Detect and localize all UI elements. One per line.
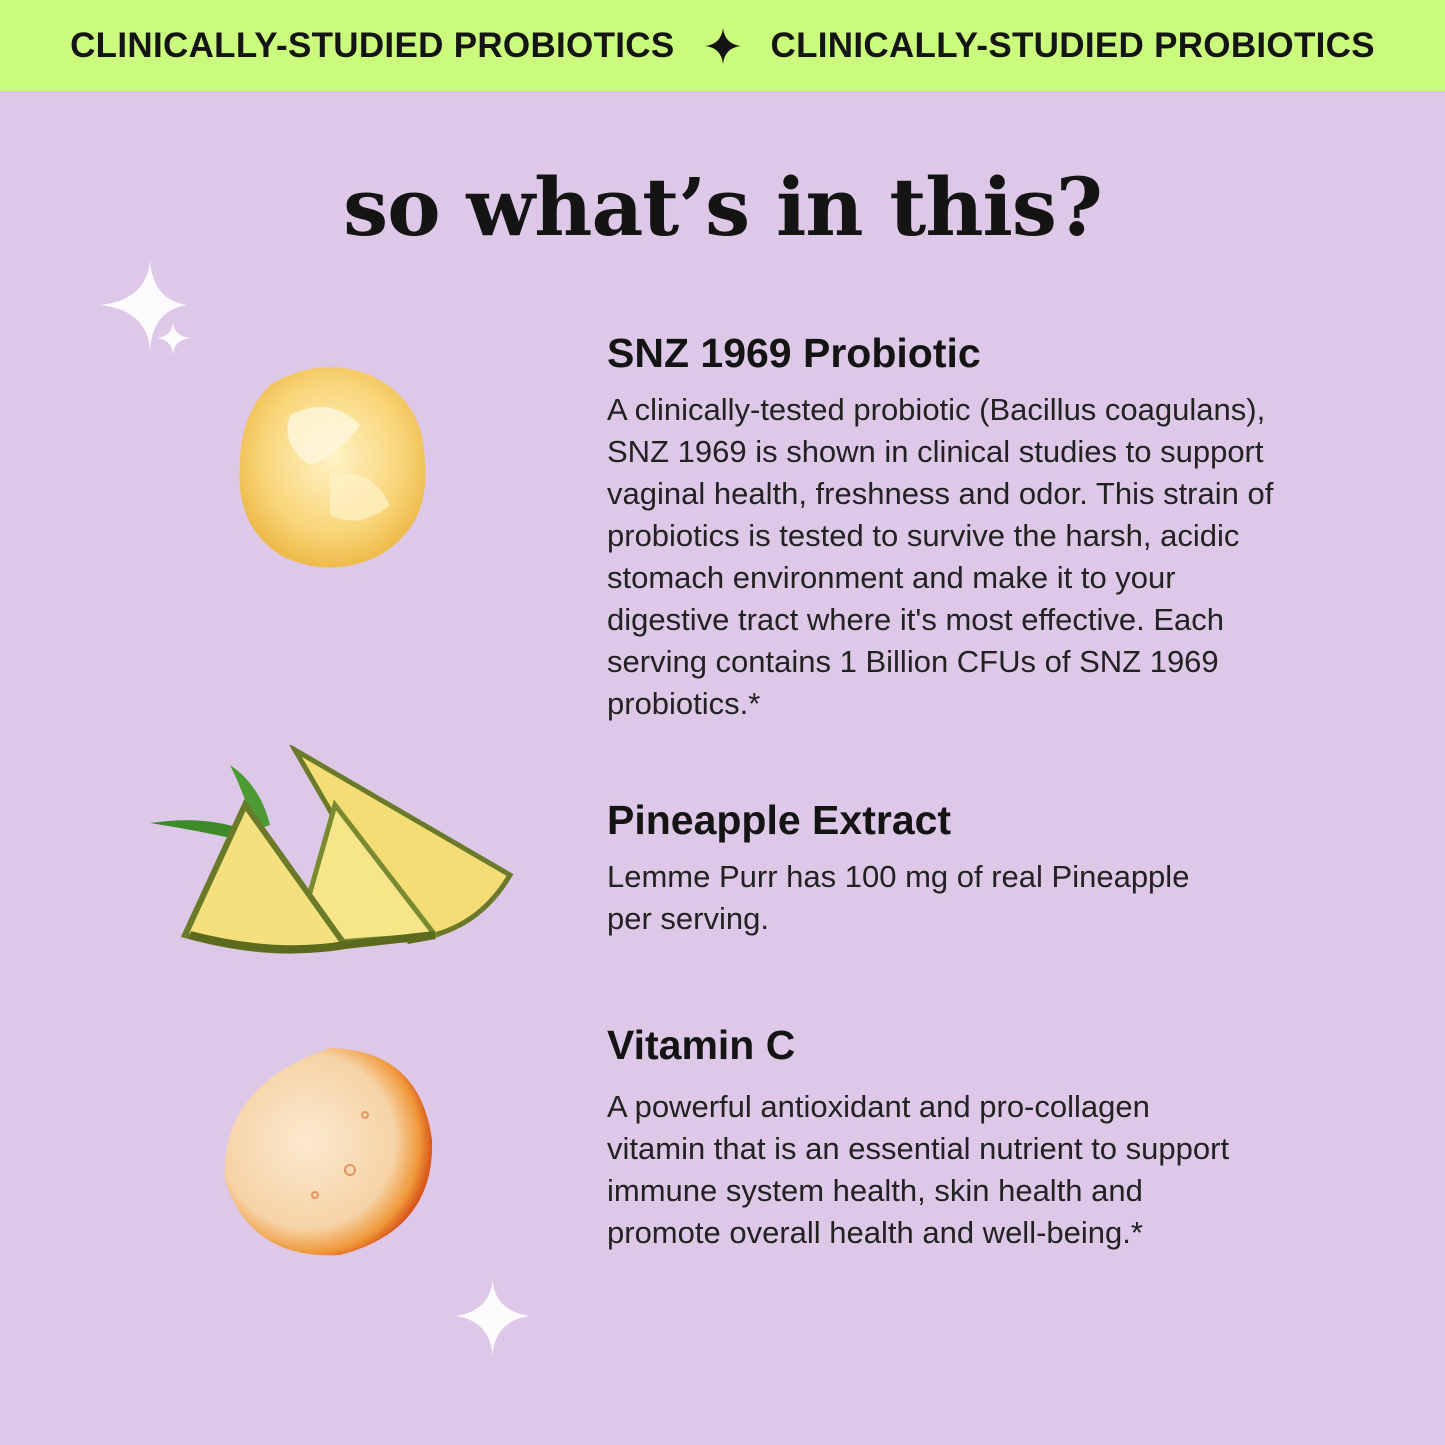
ingredient-snz-1969: SNZ 1969 Probiotic A clinically-tested p…: [607, 328, 1273, 725]
banner-text: CLINICALLY-STUDIED PROBIOTICS: [770, 25, 1375, 65]
vitamin-c-image: [224, 1048, 433, 1256]
description-line: serving contains 1 Billion CFUs of SNZ 1…: [607, 644, 1219, 679]
description-line: SNZ 1969 is shown in clinical studies to…: [607, 434, 1264, 469]
description-line: digestive tract where it's most effectiv…: [607, 602, 1225, 637]
description-line: promote overall health and well-being.*: [607, 1215, 1143, 1250]
ingredient-name: SNZ 1969 Probiotic: [607, 330, 981, 376]
four-point-star-icon: [704, 27, 741, 64]
description-line: Lemme Purr has 100 mg of real Pineapple: [607, 859, 1190, 894]
sparkle-icon: [100, 260, 190, 355]
banner-text: CLINICALLY-STUDIED PROBIOTICS: [70, 25, 675, 65]
ingredient-name: Vitamin C: [607, 1022, 796, 1068]
page-title: so what’s in this?: [343, 160, 1103, 254]
description-line: A clinically-tested probiotic (Bacillus …: [607, 392, 1266, 427]
pineapple-image: [150, 745, 514, 954]
description-line: immune system health, skin health and: [607, 1173, 1143, 1208]
ingredient-vitamin-c: Vitamin C A powerful antioxidant and pro…: [607, 1020, 1229, 1254]
ingredient-pineapple-extract: Pineapple Extract Lemme Purr has 100 mg …: [607, 795, 1189, 940]
top-banner: CLINICALLY-STUDIED PROBIOTICS CLINICALLY…: [0, 0, 1445, 91]
description-line: per serving.: [607, 901, 769, 936]
ingredient-name: Pineapple Extract: [607, 797, 952, 843]
description-line: A powerful antioxidant and pro-collagen: [607, 1089, 1150, 1124]
description-line: probiotics.*: [607, 686, 761, 721]
sparkle-icon: [455, 1280, 530, 1355]
description-line: stomach environment and make it to your: [607, 560, 1176, 595]
description-line: vitamin that is an essential nutrient to…: [607, 1131, 1230, 1166]
probiotic-powder-image: [239, 367, 426, 568]
description-line: probiotics is tested to survive the hars…: [607, 518, 1240, 553]
description-line: vaginal health, freshness and odor. This…: [607, 476, 1274, 511]
